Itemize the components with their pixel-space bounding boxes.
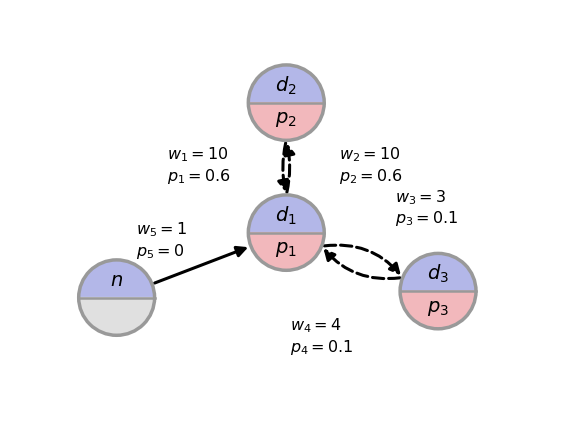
Text: $d_2$: $d_2$	[275, 75, 297, 97]
Text: $w_4 = 4$
$p_4 = 0.1$: $w_4 = 4$ $p_4 = 0.1$	[290, 316, 354, 357]
Text: $d_1$: $d_1$	[275, 205, 297, 227]
Text: $p_2$: $p_2$	[275, 110, 297, 129]
Text: $w_3 = 3$
$p_3 = 0.1$: $w_3 = 3$ $p_3 = 0.1$	[395, 188, 458, 228]
Polygon shape	[79, 298, 154, 335]
Text: $w_5 = 1$
$p_5 = 0$: $w_5 = 1$ $p_5 = 0$	[136, 220, 187, 261]
Polygon shape	[248, 65, 324, 103]
Polygon shape	[248, 195, 324, 233]
Polygon shape	[400, 253, 476, 291]
Polygon shape	[248, 103, 324, 141]
Text: $p_3$: $p_3$	[427, 298, 449, 318]
Text: $n$: $n$	[110, 272, 123, 289]
Polygon shape	[248, 233, 324, 271]
Text: $w_1 = 10$
$p_1 = 0.6$: $w_1 = 10$ $p_1 = 0.6$	[167, 146, 231, 186]
Polygon shape	[79, 260, 154, 298]
Polygon shape	[400, 291, 476, 329]
Text: $p_1$: $p_1$	[275, 240, 297, 259]
Text: $d_3$: $d_3$	[427, 263, 449, 285]
Text: $w_2 = 10$
$p_2 = 0.6$: $w_2 = 10$ $p_2 = 0.6$	[339, 146, 403, 186]
